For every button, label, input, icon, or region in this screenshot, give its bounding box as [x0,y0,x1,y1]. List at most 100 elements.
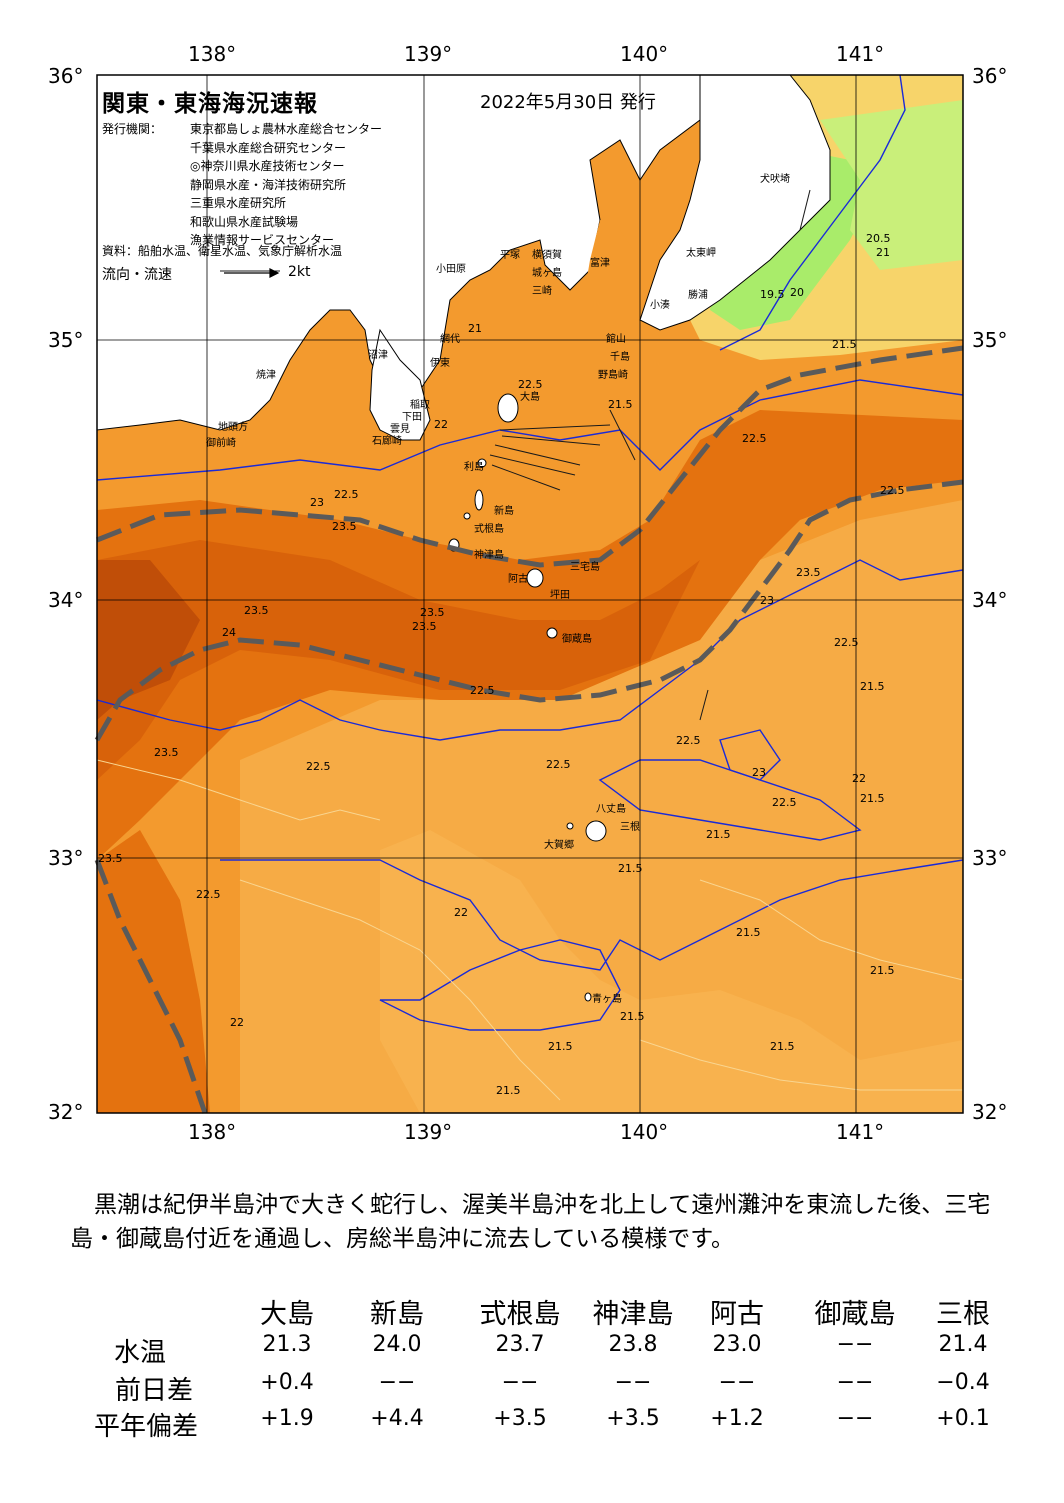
place-label: 式根島 [474,524,504,535]
table-cell: −− [836,1332,874,1357]
issuer-item: ◎神奈川県水産技術センター [190,159,345,173]
place-label: 神津島 [474,550,504,561]
lat-label-right: 36° [972,64,1008,88]
flow-scale-arrow [224,268,280,278]
place-label: 雲見 [390,424,410,435]
contour-label: 22.5 [742,432,767,445]
contour-label: 23.5 [154,746,179,759]
contour-label: 22.5 [546,758,571,771]
data-source: 資料：船舶水温、衛星水温、気象庁解析水温 [102,244,343,258]
table-cell: +0.1 [936,1406,990,1431]
contour-label: 21.5 [860,680,885,693]
lon-label-bottom: 139° [404,1120,453,1144]
table-cell: −− [836,1406,874,1431]
contour-label: 21.5 [832,338,857,351]
row-header: 前日差 [114,1376,193,1406]
lon-label-bottom: 138° [188,1120,237,1144]
place-label: 富津 [590,258,610,269]
table-cell: 23.7 [495,1332,545,1357]
contour-label: 23 [760,594,774,607]
place-label: 焼津 [256,370,276,381]
contour-label: 22.5 [470,684,495,697]
issuer-item: 和歌山県水産試験場 [190,214,299,229]
lon-label-top: 140° [620,42,669,66]
place-label: 太東岬 [686,248,716,259]
table-cell: +1.9 [260,1406,314,1431]
table-cell: 24.0 [372,1332,422,1357]
place-label: 館山 [606,334,626,345]
lat-label-right: 35° [972,328,1008,352]
column-header: 式根島 [479,1299,561,1330]
place-label: 大賀郷 [544,840,574,851]
contour-label: 21.5 [620,1010,645,1023]
island-miyakejima [526,568,544,588]
row-header: 平年偏差 [93,1412,198,1442]
column-header: 神津島 [592,1299,674,1330]
place-label: 伊東 [430,358,450,369]
lon-label-top: 141° [836,42,885,66]
contour-label: 22.5 [880,484,905,497]
current-vectors [220,189,811,721]
place-label: 平塚 [500,250,520,261]
contour-label: 22 [454,906,468,919]
table-cell: −− [378,1370,416,1395]
contour-label: 23.5 [412,620,437,633]
land-izu [369,328,431,441]
table-cell: 21.3 [262,1332,312,1357]
map-frame [96,74,964,1114]
map-canvas [94,74,964,1114]
contour-label: 22.5 [334,488,359,501]
place-label: 阿古 [508,574,528,585]
issuer-item: 三重県水産研究所 [190,196,287,210]
contour-label: 22.5 [834,636,859,649]
island-hachijokojima [566,822,574,830]
place-label: 稲取 [410,400,430,411]
table-cell: +4.4 [370,1406,424,1431]
island-niijima [474,489,484,511]
lon-label-bottom: 141° [836,1120,885,1144]
issuer-list: 東京都島しょ農林水産総合センター 千葉県水産総合研究センター ◎神奈川県水産技術… [190,120,382,250]
island-toshima [477,458,487,468]
temperature-contours [96,74,964,1031]
place-label: 勝浦 [688,290,708,301]
boso-bay-water [575,220,650,370]
contour-label: 21 [876,246,890,259]
island-mikurajima [546,627,558,639]
place-label: 三崎 [532,286,552,297]
issuer-item: 東京都島しょ農林水産総合センター [190,122,383,136]
graticule [97,75,963,1113]
place-label: 城ヶ島 [532,268,562,279]
issuer-item: 漁業情報サービスセンター [190,233,335,247]
table-cell: −0.4 [936,1370,990,1395]
column-header: 新島 [370,1299,424,1330]
table-cell: +3.5 [606,1406,660,1431]
land-honshu [96,74,701,431]
lat-label-right: 34° [972,588,1008,612]
issuer-item: 千葉県水産総合研究センター [190,140,347,155]
flow-label: 流向・流速 [102,267,172,283]
lon-label-bottom: 140° [620,1120,669,1144]
map-title: 関東・東海海況速報 [102,91,318,117]
contour-label: 23.5 [332,520,357,533]
table-cell: +3.5 [493,1406,547,1431]
lat-label-right: 32° [972,1100,1008,1124]
place-label: 大島 [520,392,540,403]
contour-label: 22 [434,418,448,431]
island-oshima [497,393,519,423]
place-label: 三根 [620,822,640,833]
lat-label-left: 34° [48,588,84,612]
ocean-south-light [380,830,963,1113]
column-header: 阿古 [710,1299,764,1330]
table-cell: 23.0 [712,1332,762,1357]
lon-label-top: 139° [404,42,453,66]
contour-label: 21.5 [548,1040,573,1053]
contour-label: 22.5 [196,888,221,901]
land-boso [639,74,831,331]
contour-label: 21.5 [870,964,895,977]
lat-label-left: 36° [48,64,84,88]
place-label: 利島 [464,462,484,473]
table-cell: −− [501,1370,539,1395]
place-label: 横須賀 [532,250,562,261]
table-row: 前日差 +0.4 −− −− −− −− −− −0.4 [0,1370,1064,1406]
table-header-row: 大島 新島 式根島 神津島 阿古 御蔵島 三根 [0,1292,1064,1330]
